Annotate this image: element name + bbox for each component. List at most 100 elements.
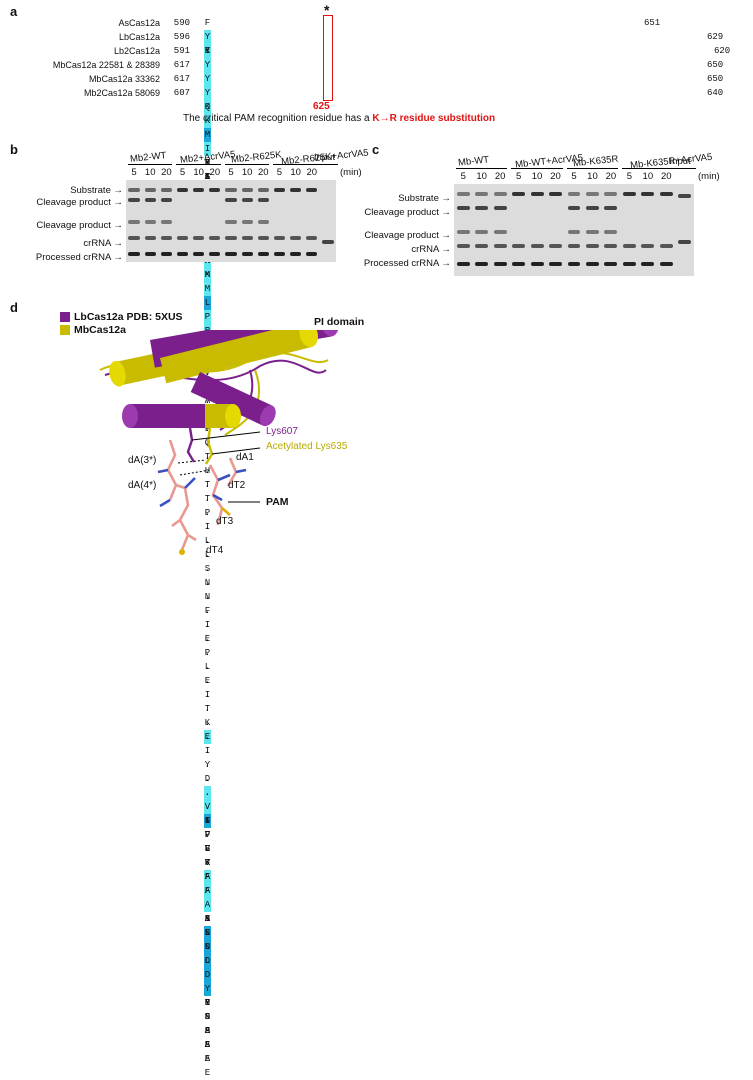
legend-item-lbcas12a: LbCas12a PDB: 5XUS <box>60 310 183 323</box>
lane-number: 10 <box>241 167 253 178</box>
group-bar <box>176 164 221 165</box>
gel-band <box>586 192 599 196</box>
gel-band <box>128 236 140 240</box>
lys635-sidechain <box>204 427 214 465</box>
gel-band <box>586 230 599 234</box>
gel-band <box>678 194 692 198</box>
gel-band <box>549 262 562 266</box>
panel-c-label: c <box>372 142 380 157</box>
legend-label-mbcas12a: MbCas12a <box>74 323 126 336</box>
gel-band <box>128 220 140 224</box>
input-bar <box>667 168 696 169</box>
lane-number: 20 <box>605 171 617 182</box>
gel-band <box>257 236 269 240</box>
nt-dt4: dT4 <box>206 545 224 556</box>
gel-band-label: Cleavage product → <box>36 197 123 208</box>
gel-band <box>193 236 205 240</box>
gel-band <box>604 262 618 266</box>
gel-band <box>241 188 253 192</box>
gel-band <box>176 252 189 256</box>
gel-band <box>257 220 269 224</box>
lane-number: 5 <box>276 167 283 178</box>
gel-band <box>257 188 269 192</box>
gel-band <box>493 192 507 196</box>
lane-number: 20 <box>209 167 221 178</box>
gel-band <box>530 244 544 248</box>
gel-band <box>512 192 526 196</box>
gel-band <box>209 236 221 240</box>
gel-band <box>678 240 692 244</box>
lane-number: 10 <box>193 167 204 178</box>
helix-mb-3 <box>205 404 241 428</box>
group-bar <box>128 164 173 165</box>
gel-band <box>225 198 237 202</box>
nt-dt3: dT3 <box>216 516 234 527</box>
group-bar <box>511 168 563 169</box>
helix-lb-2 <box>190 372 276 427</box>
star-marker: * <box>324 2 330 18</box>
gel-band <box>604 192 618 196</box>
sequence-start: 590 <box>173 18 190 28</box>
input-bar <box>311 164 338 165</box>
gel-band <box>586 262 599 266</box>
nt-da3: dA(3*) <box>128 455 157 466</box>
gel-band <box>160 198 173 202</box>
gel-band <box>493 206 507 210</box>
gel-band <box>604 206 618 210</box>
gel-band <box>567 244 581 248</box>
gel-band <box>530 262 544 266</box>
gel-band <box>322 240 334 244</box>
panel-c: Substrate → Cleavage product → Cleavage pr… <box>364 140 753 285</box>
group-bar <box>456 168 508 169</box>
gel-band <box>209 252 221 256</box>
lys635-pointer <box>211 447 261 455</box>
gel-band <box>549 244 562 248</box>
gel-band <box>604 230 618 234</box>
nt-da4: dA(4*) <box>128 480 157 491</box>
lane-number: 5 <box>460 171 466 182</box>
gel-band <box>456 230 470 234</box>
pam-label: PAM <box>266 496 289 508</box>
legend-swatch-lbcas12a <box>60 311 70 322</box>
sequence-start: 591 <box>173 46 190 56</box>
gel-band <box>128 188 140 192</box>
panel-d-label: d <box>10 300 18 315</box>
gel-band <box>586 244 599 248</box>
gel-band <box>289 236 302 240</box>
sequence-name: AsCas12a <box>118 18 160 28</box>
gel-band <box>144 198 156 202</box>
gel-band <box>241 252 253 256</box>
gel-band <box>306 252 318 256</box>
gel-band <box>225 252 237 256</box>
sequence-start: 596 <box>173 32 190 42</box>
gel-band <box>456 192 470 196</box>
lane-number: 5 <box>228 167 234 178</box>
lane-number: 5 <box>131 167 137 178</box>
panel-a-label: a <box>10 4 18 19</box>
sequence-end: 650 <box>707 60 724 70</box>
sequence-name: MbCas12a 33362 <box>88 74 160 84</box>
gel-band <box>641 262 655 266</box>
caption-prefix: The critical PAM recognition residue has… <box>183 113 370 124</box>
gel-band <box>241 220 253 224</box>
gel-band <box>289 188 302 192</box>
gel-band <box>622 244 636 248</box>
gel-image <box>126 180 336 262</box>
lane-number: 10 <box>587 171 598 182</box>
gel-band <box>622 262 636 266</box>
gel-band <box>160 220 173 224</box>
gel-band <box>567 192 581 196</box>
caption-highlight: K→R residue substitution <box>372 113 496 124</box>
dna-phosphate <box>179 549 185 555</box>
gel-band <box>306 188 318 192</box>
gel-band <box>306 236 318 240</box>
gel-band <box>512 244 526 248</box>
lane-number: 20 <box>661 171 672 182</box>
gel-band <box>530 192 544 196</box>
sequence-name: MbCas12a 22581 & 28389 <box>52 60 160 70</box>
gel-band <box>144 252 156 256</box>
gel-band <box>225 220 237 224</box>
gel-image <box>454 184 694 276</box>
gel-band <box>160 236 173 240</box>
lane-number: 20 <box>258 167 269 178</box>
